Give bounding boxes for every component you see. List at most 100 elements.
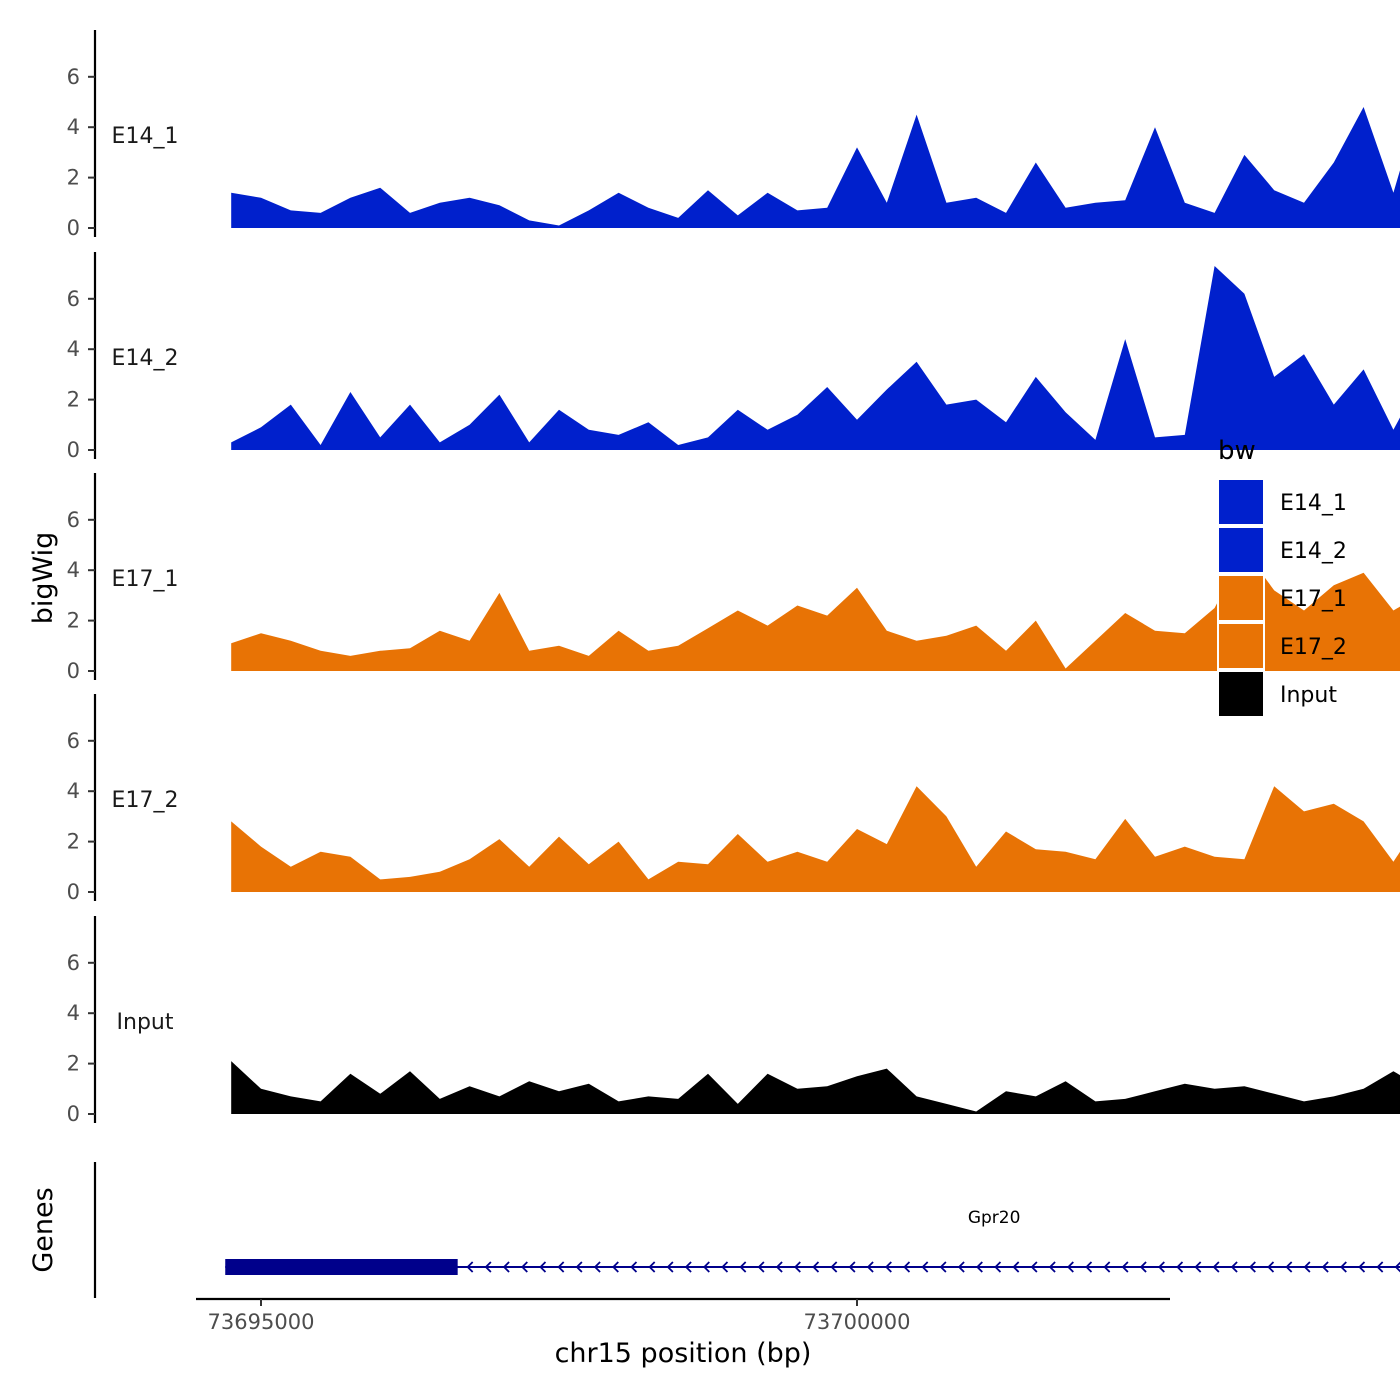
strand-arrow bbox=[957, 1261, 965, 1273]
strand-arrow bbox=[1030, 1261, 1038, 1273]
strand-arrow bbox=[1285, 1261, 1293, 1273]
strand-arrow bbox=[775, 1261, 783, 1273]
track-E14_2: 0 2 4 6 E14_2 bbox=[67, 252, 1400, 462]
strand-arrow bbox=[593, 1261, 601, 1273]
strand-arrow bbox=[466, 1261, 474, 1273]
y-tick-label: 2 bbox=[67, 166, 80, 190]
strand-arrow bbox=[1376, 1261, 1384, 1273]
strand-arrow bbox=[1340, 1261, 1347, 1273]
legend-label: E17_2 bbox=[1280, 635, 1347, 660]
y-tick-label: 2 bbox=[67, 388, 80, 412]
legend-swatch-E14_1 bbox=[1217, 478, 1265, 526]
strand-arrow bbox=[885, 1261, 892, 1273]
track-E17_2: 0 2 4 6 E17_2 bbox=[67, 694, 1400, 904]
strand-arrow bbox=[1249, 1261, 1256, 1273]
strand-arrow bbox=[921, 1261, 929, 1273]
legend-label: E14_2 bbox=[1280, 539, 1347, 564]
strand-arrow bbox=[739, 1261, 747, 1273]
y-tick-label: 2 bbox=[67, 609, 80, 633]
strand-arrow bbox=[1121, 1261, 1129, 1273]
y-tick-label: 6 bbox=[67, 65, 80, 89]
strand-arrow bbox=[575, 1261, 583, 1273]
y-tick-label: 6 bbox=[67, 287, 80, 311]
y-tick-label: 0 bbox=[67, 880, 80, 904]
signal-area-Input bbox=[231, 1061, 1400, 1114]
strand-arrow bbox=[976, 1261, 983, 1273]
track-label: E14_1 bbox=[112, 124, 179, 149]
strand-arrow bbox=[648, 1261, 656, 1273]
x-axis: 73695000737000007370500073710000 bbox=[196, 1297, 1400, 1334]
strand-arrow bbox=[939, 1261, 947, 1273]
y-tick-label: 2 bbox=[67, 830, 80, 854]
legend-swatch-E17_2 bbox=[1217, 622, 1265, 670]
signal-area-E14_1 bbox=[231, 107, 1400, 228]
strand-arrow bbox=[1158, 1261, 1165, 1273]
strand-arrow bbox=[1194, 1261, 1202, 1273]
track-E14_1: 0 2 4 6 E14_1 bbox=[67, 30, 1400, 240]
strand-arrow bbox=[1176, 1261, 1184, 1273]
gene-exon bbox=[225, 1259, 458, 1275]
legend-label: E17_1 bbox=[1280, 587, 1347, 612]
strand-arrow bbox=[866, 1261, 874, 1273]
y-tick-label: 0 bbox=[67, 216, 80, 240]
strand-arrow bbox=[539, 1261, 547, 1273]
strand-arrow bbox=[612, 1261, 619, 1273]
strand-arrow bbox=[1394, 1261, 1400, 1273]
strand-arrow bbox=[903, 1261, 911, 1273]
strand-arrow bbox=[1048, 1261, 1056, 1273]
strand-arrow bbox=[757, 1261, 765, 1273]
x-axis-title: chr15 position (bp) bbox=[555, 1338, 812, 1369]
legend-title: bw bbox=[1218, 436, 1256, 466]
track-label: Input bbox=[117, 1010, 174, 1035]
signal-area-E17_1 bbox=[231, 550, 1400, 671]
y-tick-label: 4 bbox=[67, 115, 80, 139]
y-tick-label: 6 bbox=[67, 729, 80, 753]
track-E17_1: 0 2 4 6 E17_1 bbox=[67, 473, 1400, 683]
y-tick-label: 4 bbox=[67, 1001, 80, 1025]
strand-arrow bbox=[502, 1261, 510, 1273]
strand-arrow bbox=[1085, 1261, 1093, 1273]
strand-arrow bbox=[1230, 1261, 1238, 1273]
legend-label: E14_1 bbox=[1280, 491, 1347, 516]
legend: bw E14_1 E14_2 E17_1 E17_2 Input bbox=[1217, 436, 1347, 718]
strand-arrow bbox=[557, 1261, 565, 1273]
y-tick-label: 6 bbox=[67, 951, 80, 975]
legend-swatch-E17_1 bbox=[1217, 574, 1265, 622]
strand-arrow bbox=[721, 1261, 729, 1273]
strand-arrow bbox=[1358, 1261, 1366, 1273]
strand-arrow bbox=[630, 1261, 638, 1273]
strand-arrow bbox=[1321, 1261, 1329, 1273]
y-tick-label: 0 bbox=[67, 1102, 80, 1126]
gene-label: Gpr20 bbox=[968, 1208, 1021, 1228]
strand-arrow bbox=[812, 1261, 820, 1273]
track-label: E17_2 bbox=[112, 788, 179, 813]
y-axis-title: bigWig bbox=[28, 532, 59, 625]
gene-track-title: Genes bbox=[28, 1187, 59, 1272]
strand-arrow bbox=[1103, 1261, 1111, 1273]
strand-arrow bbox=[1212, 1261, 1220, 1273]
y-tick-label: 0 bbox=[67, 659, 80, 683]
strand-arrow bbox=[1067, 1261, 1074, 1273]
strand-arrow bbox=[1267, 1261, 1275, 1273]
signal-area-E14_2 bbox=[231, 266, 1400, 450]
strand-arrow bbox=[848, 1261, 856, 1273]
signal-tracks: 0 2 4 6 E14_1 0 2 4 6 E14_2 0 2 4 6 E17_1 0 2 4 6 E17_2 0 2 4 6… bbox=[67, 30, 1400, 1126]
strand-arrow bbox=[666, 1261, 674, 1273]
track-Input: 0 2 4 6 Input bbox=[67, 916, 1400, 1126]
strand-arrow bbox=[521, 1261, 528, 1273]
strand-arrow bbox=[1012, 1261, 1020, 1273]
strand-arrow bbox=[703, 1261, 710, 1273]
strand-arrow bbox=[1303, 1261, 1311, 1273]
track-label: E14_2 bbox=[112, 346, 179, 371]
x-tick-label: 73695000 bbox=[208, 1310, 315, 1334]
gene-track: Gpr20 bbox=[93, 1162, 1400, 1298]
track-label: E17_1 bbox=[112, 567, 179, 592]
x-tick-label: 73700000 bbox=[804, 1310, 911, 1334]
strand-arrow bbox=[830, 1261, 838, 1273]
y-tick-label: 4 bbox=[67, 337, 80, 361]
strand-arrow bbox=[684, 1261, 692, 1273]
strand-arrow bbox=[794, 1261, 801, 1273]
y-tick-label: 4 bbox=[67, 558, 80, 582]
y-tick-label: 4 bbox=[67, 779, 80, 803]
